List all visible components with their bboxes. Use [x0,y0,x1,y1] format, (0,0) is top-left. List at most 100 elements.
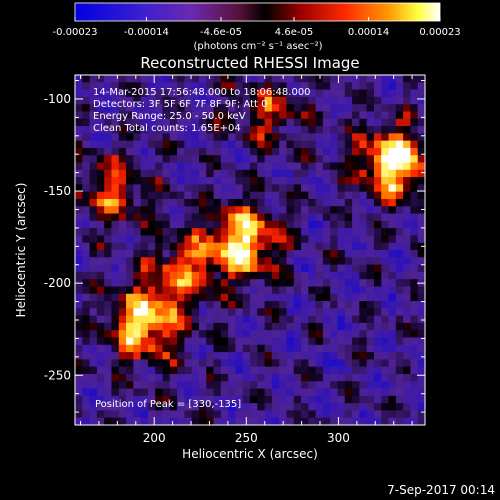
heatmap-cell [337,417,346,425]
heatmap-cell [359,177,368,185]
heatmap-cell [75,118,83,127]
heatmap-cell [111,250,120,258]
heatmap-cell [104,155,112,163]
heatmap-cell [169,82,178,90]
heatmap-cell [140,206,149,214]
heatmap-cell [279,330,287,338]
heatmap-cell [235,126,244,134]
heatmap-cell [220,322,229,331]
heatmap-cell [177,96,185,105]
heatmap-cell [133,198,142,207]
heatmap-cell [337,162,346,171]
heatmap-cell [373,352,382,360]
heatmap-cell [133,155,142,163]
heatmap-cell [184,250,193,258]
heatmap-cell [155,155,163,163]
heatmap-cell [352,250,360,258]
heatmap-cell [191,293,200,302]
heatmap-cell [242,118,251,127]
heatmap-cell [228,271,236,280]
heatmap-cell [330,250,338,258]
heatmap-cell [228,118,236,127]
heatmap-cell [228,395,236,404]
heatmap-cell [308,147,317,156]
heatmap-cell [337,344,346,353]
heatmap-cell [242,126,251,134]
heatmap-cell [96,111,105,120]
heatmap-cell [352,337,360,346]
heatmap-cell [403,75,411,83]
heatmap-cell [366,235,375,244]
heatmap-cell [315,206,324,214]
heatmap-cell [147,271,156,280]
heatmap-cell [162,147,171,156]
heatmap-cell [293,395,302,404]
heatmap-cell [315,417,324,425]
heatmap-cell [366,155,375,163]
heatmap-cell [308,96,317,105]
heatmap-cell [82,198,90,207]
heatmap-cell [330,147,338,156]
heatmap-cell [111,206,120,214]
heatmap-cell [373,271,382,280]
heatmap-cell [366,417,375,425]
heatmap-cell [155,75,163,83]
heatmap-cell [126,293,134,302]
heatmap-cell [96,75,105,83]
heatmap-cell [388,89,397,98]
heatmap-cell [395,395,404,404]
heatmap-cell [104,264,112,273]
heatmap-cell [366,337,375,346]
heatmap-cell [184,242,193,251]
heatmap-cell [155,242,163,251]
heatmap-cell [191,82,200,90]
heatmap-cell [82,301,90,309]
heatmap-cell [169,198,178,207]
heatmap-cell [395,315,404,324]
heatmap-cell [82,344,90,353]
heatmap-cell [257,308,265,317]
heatmap-cell [359,191,368,200]
heatmap-cell [118,111,127,120]
heatmap-cell [235,417,244,425]
heatmap-cell [373,330,382,338]
heatmap-cell [184,133,193,142]
y-tick-label: -100 [44,92,71,106]
heatmap-cell [235,140,244,149]
heatmap-cell [104,228,112,236]
heatmap-cell [257,111,265,120]
heatmap-cell [395,242,404,251]
heatmap-cell [140,140,149,149]
heatmap-cell [104,337,112,346]
heatmap-cell [242,162,251,171]
heatmap-cell [403,395,411,404]
heatmap-cell [271,410,280,419]
heatmap-cell [373,257,382,265]
heatmap-cell [293,177,302,185]
heatmap-cell [235,337,244,346]
heatmap-cell [388,169,397,178]
heatmap-cell [162,381,171,389]
heatmap-cell [286,96,295,105]
heatmap-cell [388,220,397,229]
heatmap-cell [286,395,295,404]
heatmap-cell [257,198,265,207]
heatmap-cell [373,250,382,258]
heatmap-cell [220,155,229,163]
heatmap-cell [191,198,200,207]
heatmap-cell [403,242,411,251]
heatmap-cell [220,373,229,382]
heatmap-cell [322,352,331,360]
heatmap-cell [126,410,134,419]
heatmap-cell [235,162,244,171]
heatmap-cell [147,75,156,83]
heatmap-cell [366,250,375,258]
heatmap-cell [228,264,236,273]
heatmap-cell [191,75,200,83]
heatmap-cell [352,322,360,331]
heatmap-cell [337,220,346,229]
heatmap-cell [184,344,193,353]
heatmap-cell [191,104,200,112]
heatmap-cell [126,242,134,251]
heatmap-cell [118,344,127,353]
